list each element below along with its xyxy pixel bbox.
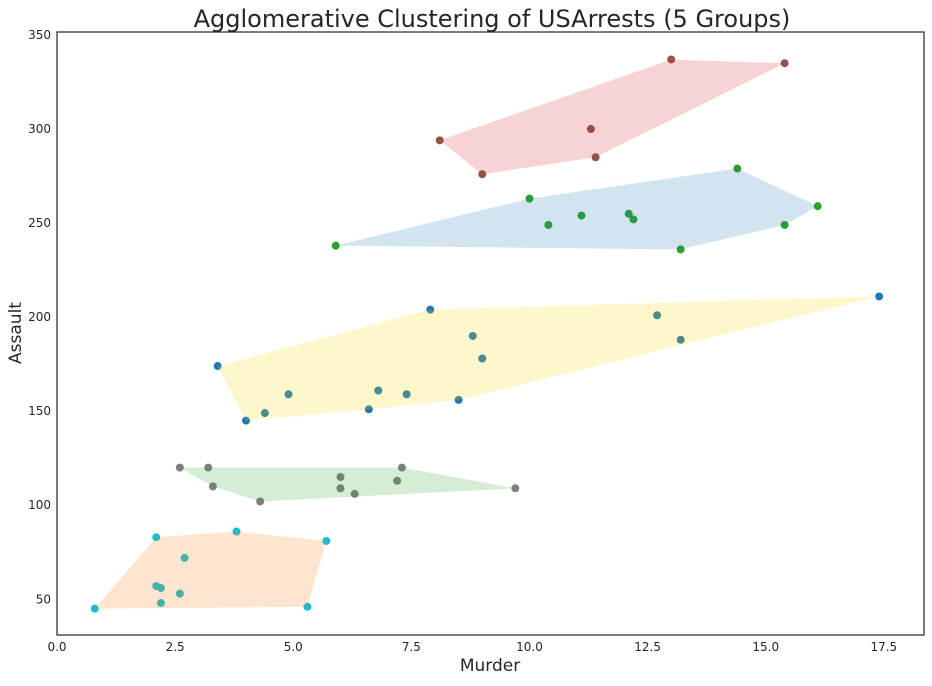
data-point [629, 215, 638, 224]
data-point [208, 482, 217, 491]
data-point [544, 220, 553, 229]
cluster-hull-4 [179, 467, 516, 502]
cluster-hull-2 [335, 168, 818, 250]
data-point [676, 245, 685, 254]
data-point [653, 311, 662, 320]
x-tick-label: 0.0 [47, 640, 66, 654]
data-point [284, 390, 293, 399]
data-point [232, 527, 241, 536]
plot-frame [56, 31, 925, 636]
data-point [175, 463, 184, 472]
data-point [303, 602, 312, 611]
y-tick-label: 200 [28, 310, 51, 324]
cluster-hull-5 [94, 531, 327, 609]
data-point [175, 589, 184, 598]
data-point [364, 405, 373, 414]
data-point [577, 211, 586, 220]
data-point [624, 209, 633, 218]
data-point [591, 153, 600, 162]
data-point [256, 497, 265, 506]
y-tick-label: 100 [28, 498, 51, 512]
data-point [875, 292, 884, 301]
data-point [780, 59, 789, 68]
data-point [397, 463, 406, 472]
x-tick-label: 5.0 [284, 640, 303, 654]
cluster-hull-3 [217, 296, 880, 421]
data-point [322, 536, 331, 545]
data-point [435, 136, 444, 145]
x-axis-label: Murder [460, 656, 520, 676]
y-axis-label: Assault [6, 302, 26, 364]
data-point [90, 604, 99, 613]
data-point [733, 164, 742, 173]
x-tick-label: 15.0 [752, 640, 779, 654]
data-point [204, 463, 213, 472]
data-point [667, 55, 676, 64]
data-point [393, 476, 402, 485]
x-tick-label: 7.5 [402, 640, 421, 654]
data-point [676, 335, 685, 344]
data-point [468, 331, 477, 340]
y-tick-label: 50 [36, 592, 51, 606]
data-point [525, 194, 534, 203]
data-point [260, 409, 269, 418]
data-point [336, 484, 345, 493]
y-tick-label: 150 [28, 404, 51, 418]
x-tick-label: 12.5 [634, 640, 661, 654]
y-tick-label: 300 [28, 122, 51, 136]
data-point [213, 362, 222, 371]
cluster-hull-1 [439, 59, 785, 175]
data-point [478, 170, 487, 179]
x-tick-label: 2.5 [166, 640, 185, 654]
data-point [586, 125, 595, 134]
data-point [156, 599, 165, 608]
data-point [331, 241, 340, 250]
data-point [180, 553, 189, 562]
data-point [780, 220, 789, 229]
data-point [402, 390, 411, 399]
data-point [511, 484, 520, 493]
x-tick-label: 10.0 [516, 640, 543, 654]
data-point [813, 202, 822, 211]
y-tick-label: 350 [28, 28, 51, 42]
data-point [478, 354, 487, 363]
chart-title: Agglomerative Clustering of USArrests (5… [194, 5, 791, 33]
y-tick-label: 250 [28, 216, 51, 230]
data-point [152, 582, 161, 591]
data-point [426, 305, 435, 314]
data-point [152, 533, 161, 542]
data-point [241, 416, 250, 425]
data-point [336, 473, 345, 482]
data-point [454, 395, 463, 404]
data-point [374, 386, 383, 395]
x-tick-label: 17.5 [870, 640, 897, 654]
data-point [350, 489, 359, 498]
